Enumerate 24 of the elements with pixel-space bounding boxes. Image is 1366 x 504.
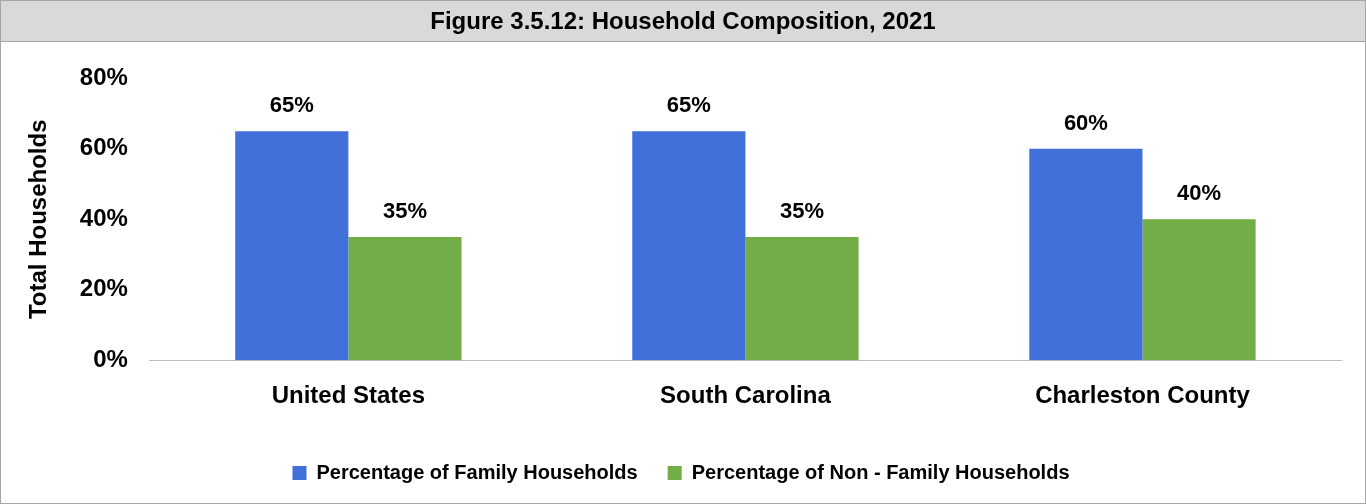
bar: [348, 236, 462, 361]
y-tick-label: 40%: [79, 203, 128, 231]
bar: [632, 131, 746, 361]
data-label: 65%: [269, 92, 314, 118]
legend-label: Percentage of Family Households: [316, 460, 638, 483]
bar: [235, 131, 349, 361]
legend-label: Percentage of Non - Family Households: [691, 460, 1070, 483]
bar: [1142, 219, 1256, 361]
x-tick-label: South Carolina: [660, 381, 832, 409]
y-axis-title: Total Households: [24, 119, 52, 320]
x-tick-label: Charleston County: [1035, 381, 1251, 409]
data-label: 35%: [779, 197, 825, 223]
x-tick-label: United States: [271, 381, 426, 409]
data-label: 60%: [1063, 109, 1108, 135]
y-tick-label: 0%: [93, 344, 128, 372]
chart-title: Figure 3.5.12: Household Composition, 2021: [1, 1, 1365, 42]
data-label: 40%: [1177, 180, 1222, 206]
bar: [1029, 148, 1143, 361]
data-label: 65%: [666, 92, 711, 118]
data-label: 35%: [382, 197, 427, 223]
y-tick-label: 80%: [79, 63, 128, 91]
y-tick-label: 60%: [79, 133, 128, 161]
y-tick-label: 20%: [79, 274, 128, 302]
bar: [745, 236, 859, 361]
